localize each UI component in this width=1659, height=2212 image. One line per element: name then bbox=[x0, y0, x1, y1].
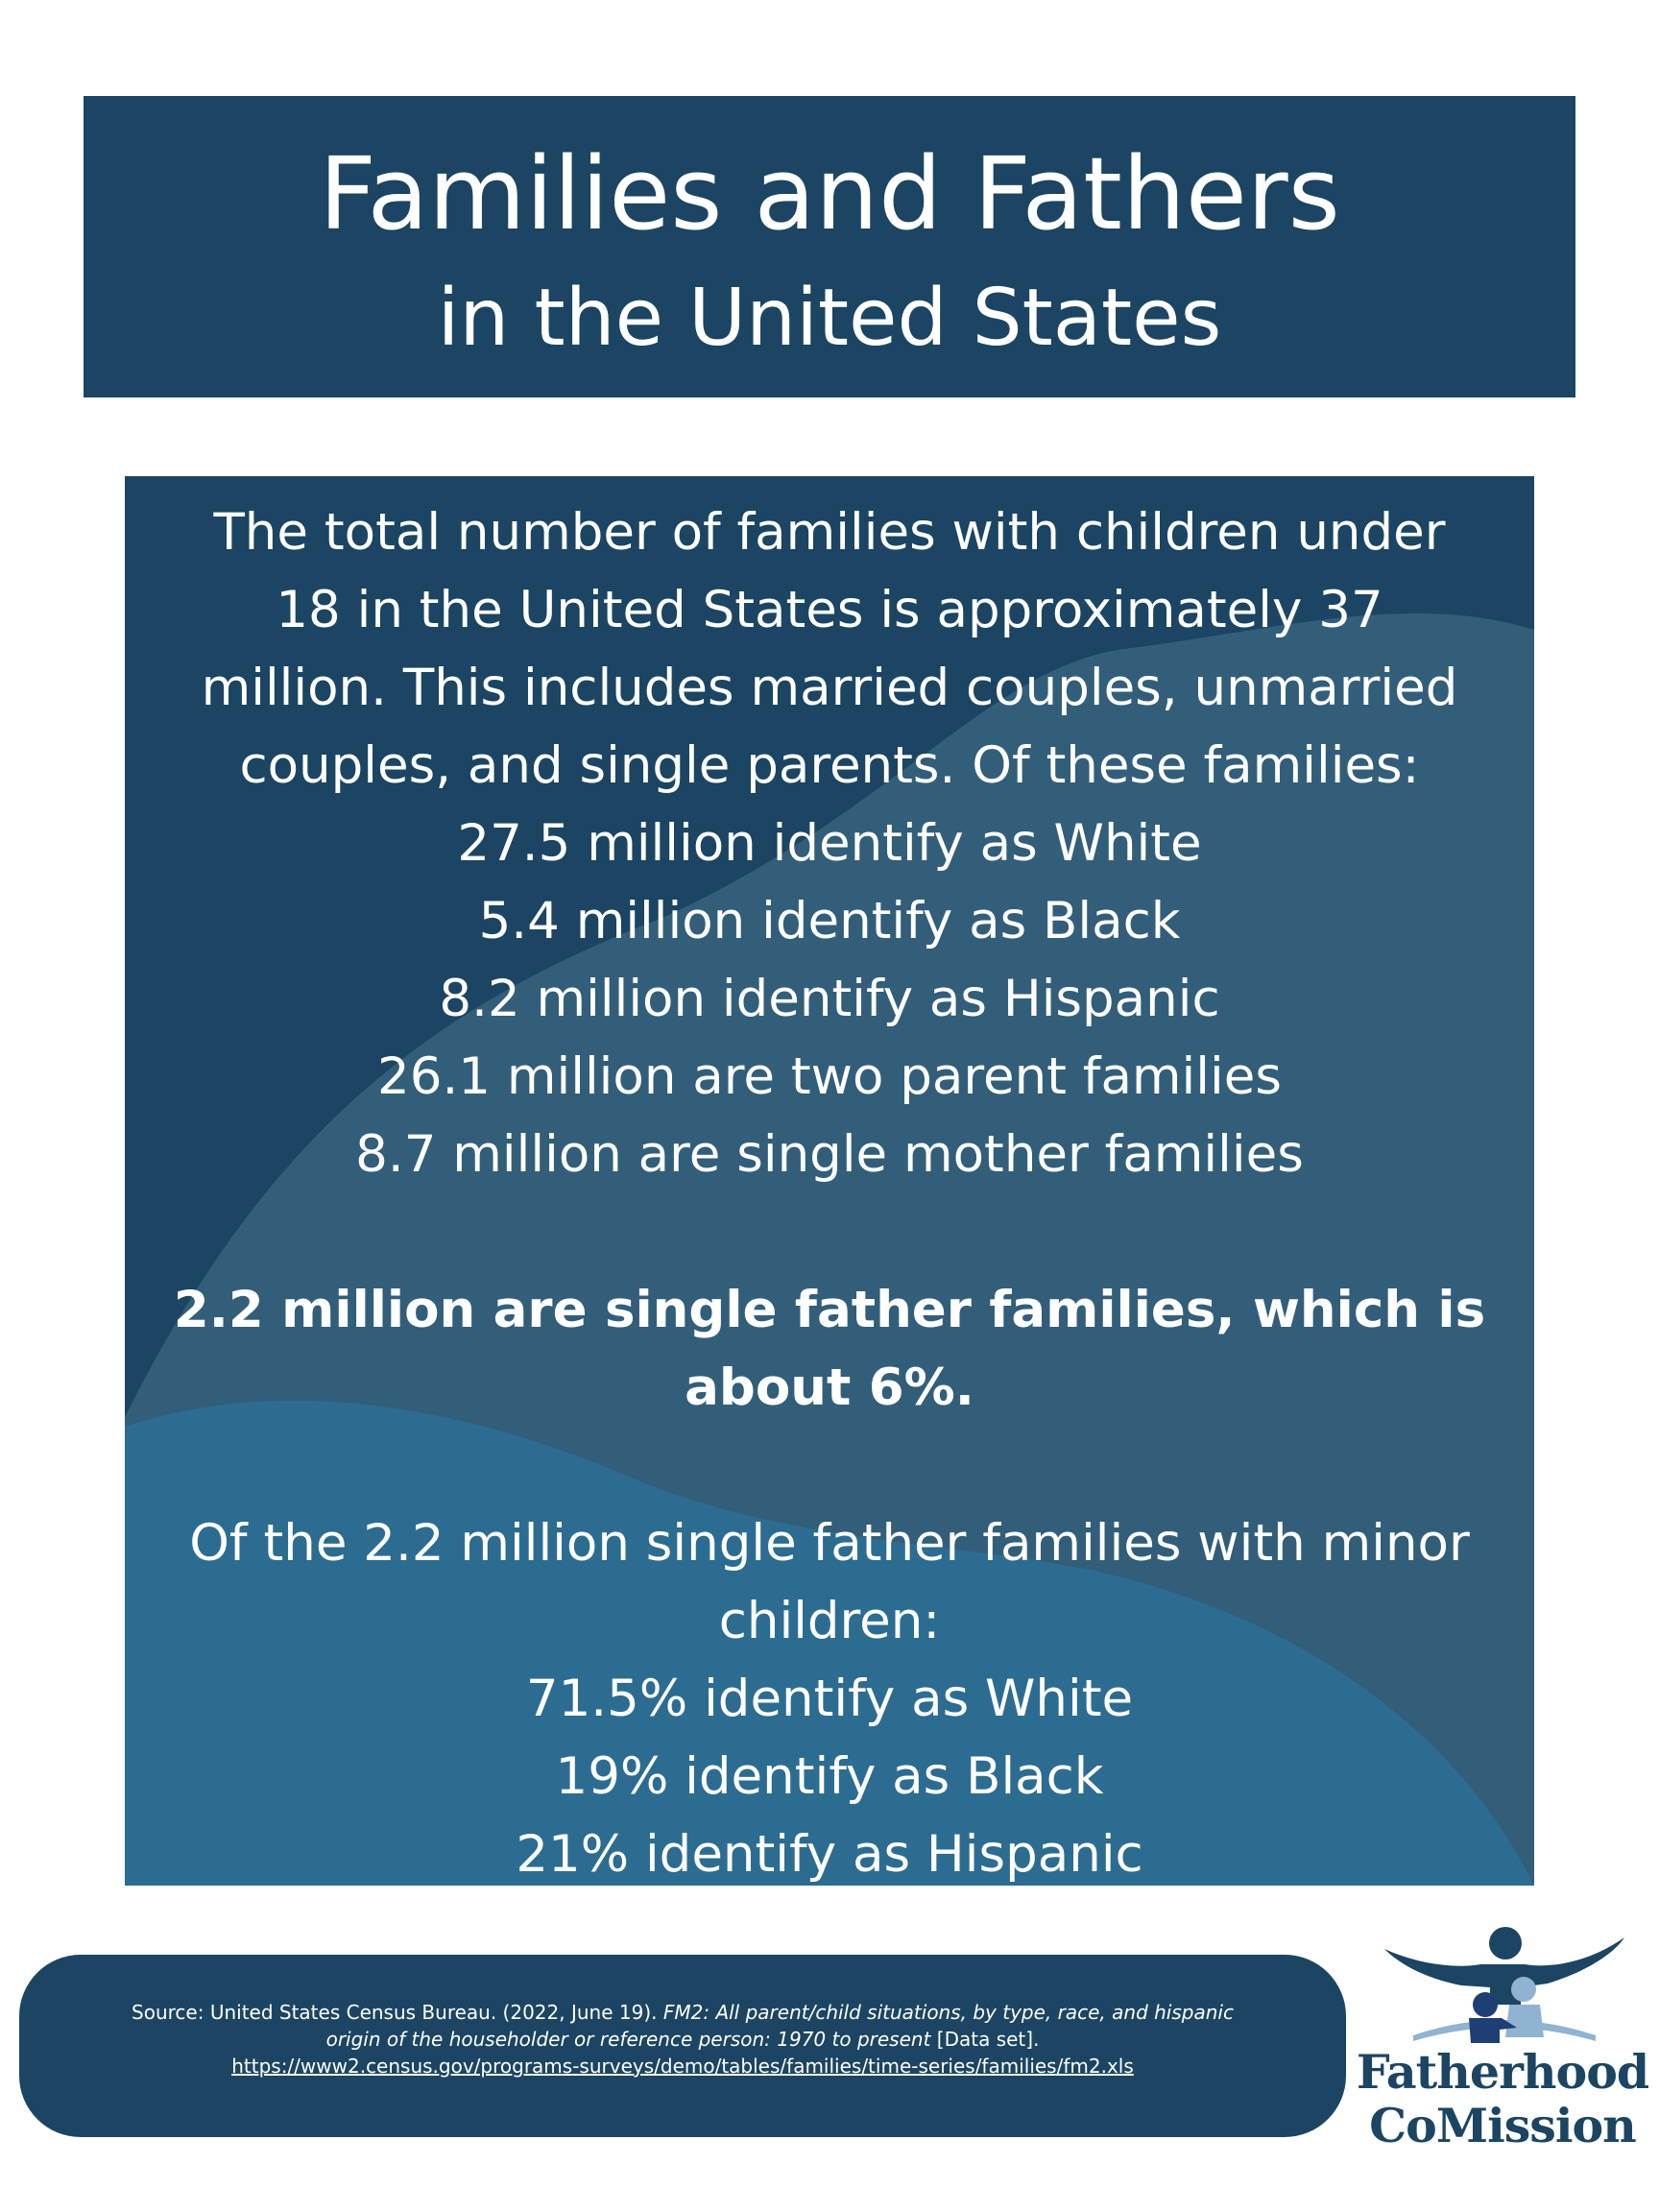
source-prefix: Source: United States Census Bureau. (20… bbox=[132, 2001, 663, 2024]
stats-text: The total number of families with childr… bbox=[125, 493, 1534, 1886]
source-citation: Source: United States Census Bureau. (20… bbox=[19, 1955, 1346, 2137]
logo-text: Fatherhood CoMission bbox=[1356, 2045, 1649, 2152]
source-title-2: origin of the householder or reference p… bbox=[325, 2028, 931, 2051]
source-line-3: https://www2.census.gov/programs-surveys… bbox=[19, 2053, 1346, 2080]
stats-panel: The total number of families with childr… bbox=[125, 476, 1534, 1886]
fatherhood-comission-logo: Fatherhood CoMission bbox=[1356, 1909, 1649, 2193]
intro-line: 18 in the United States is approximately… bbox=[276, 581, 1383, 639]
single-father-intro-line: Of the 2.2 million single father familie… bbox=[189, 1514, 1470, 1573]
wave-background bbox=[125, 613, 1534, 1886]
source-suffix: [Data set]. bbox=[930, 2028, 1040, 2051]
source-link[interactable]: https://www2.census.gov/programs-surveys… bbox=[231, 2055, 1134, 2078]
logo-line-1: Fatherhood bbox=[1356, 2044, 1649, 2100]
intro-line: million. This includes married couples, … bbox=[201, 659, 1458, 717]
source-title-1: FM2: All parent/child situations, by typ… bbox=[662, 2001, 1234, 2024]
highlight-line: about 6%. bbox=[685, 1358, 974, 1417]
highlight-line: 2.2 million are single father families, … bbox=[173, 1281, 1486, 1339]
single-father-intro-line: children: bbox=[718, 1592, 941, 1650]
stat-hispanic-families: 8.2 million identify as Hispanic bbox=[439, 970, 1220, 1028]
stat-two-parent-families: 26.1 million are two parent families bbox=[377, 1047, 1282, 1106]
page-title: Families and Fathers bbox=[319, 135, 1340, 252]
page-subtitle: in the United States bbox=[437, 273, 1222, 364]
family-embrace-icon bbox=[1384, 1927, 1624, 2043]
wave-light bbox=[125, 1400, 1534, 1886]
spacer bbox=[125, 1193, 1534, 1271]
spacer bbox=[125, 1427, 1534, 1504]
stat-single-father-hispanic: 21% identify as Hispanic bbox=[516, 1825, 1143, 1884]
title-banner: Families and Fathers in the United State… bbox=[84, 96, 1575, 397]
stat-white-families: 27.5 million identify as White bbox=[457, 814, 1202, 873]
intro-line: The total number of families with childr… bbox=[213, 503, 1446, 562]
source-line-2: origin of the householder or reference p… bbox=[19, 2026, 1346, 2053]
source-line-1: Source: United States Census Bureau. (20… bbox=[19, 1999, 1346, 2026]
logo-line-2: CoMission bbox=[1369, 2098, 1637, 2153]
intro-line: couples, and single parents. Of these fa… bbox=[239, 736, 1420, 795]
stat-single-mother-families: 8.7 million are single mother families bbox=[355, 1125, 1304, 1184]
stat-single-father-black: 19% identify as Black bbox=[555, 1747, 1104, 1806]
stat-single-father-white: 71.5% identify as White bbox=[525, 1670, 1134, 1728]
stat-black-families: 5.4 million identify as Black bbox=[478, 892, 1181, 950]
